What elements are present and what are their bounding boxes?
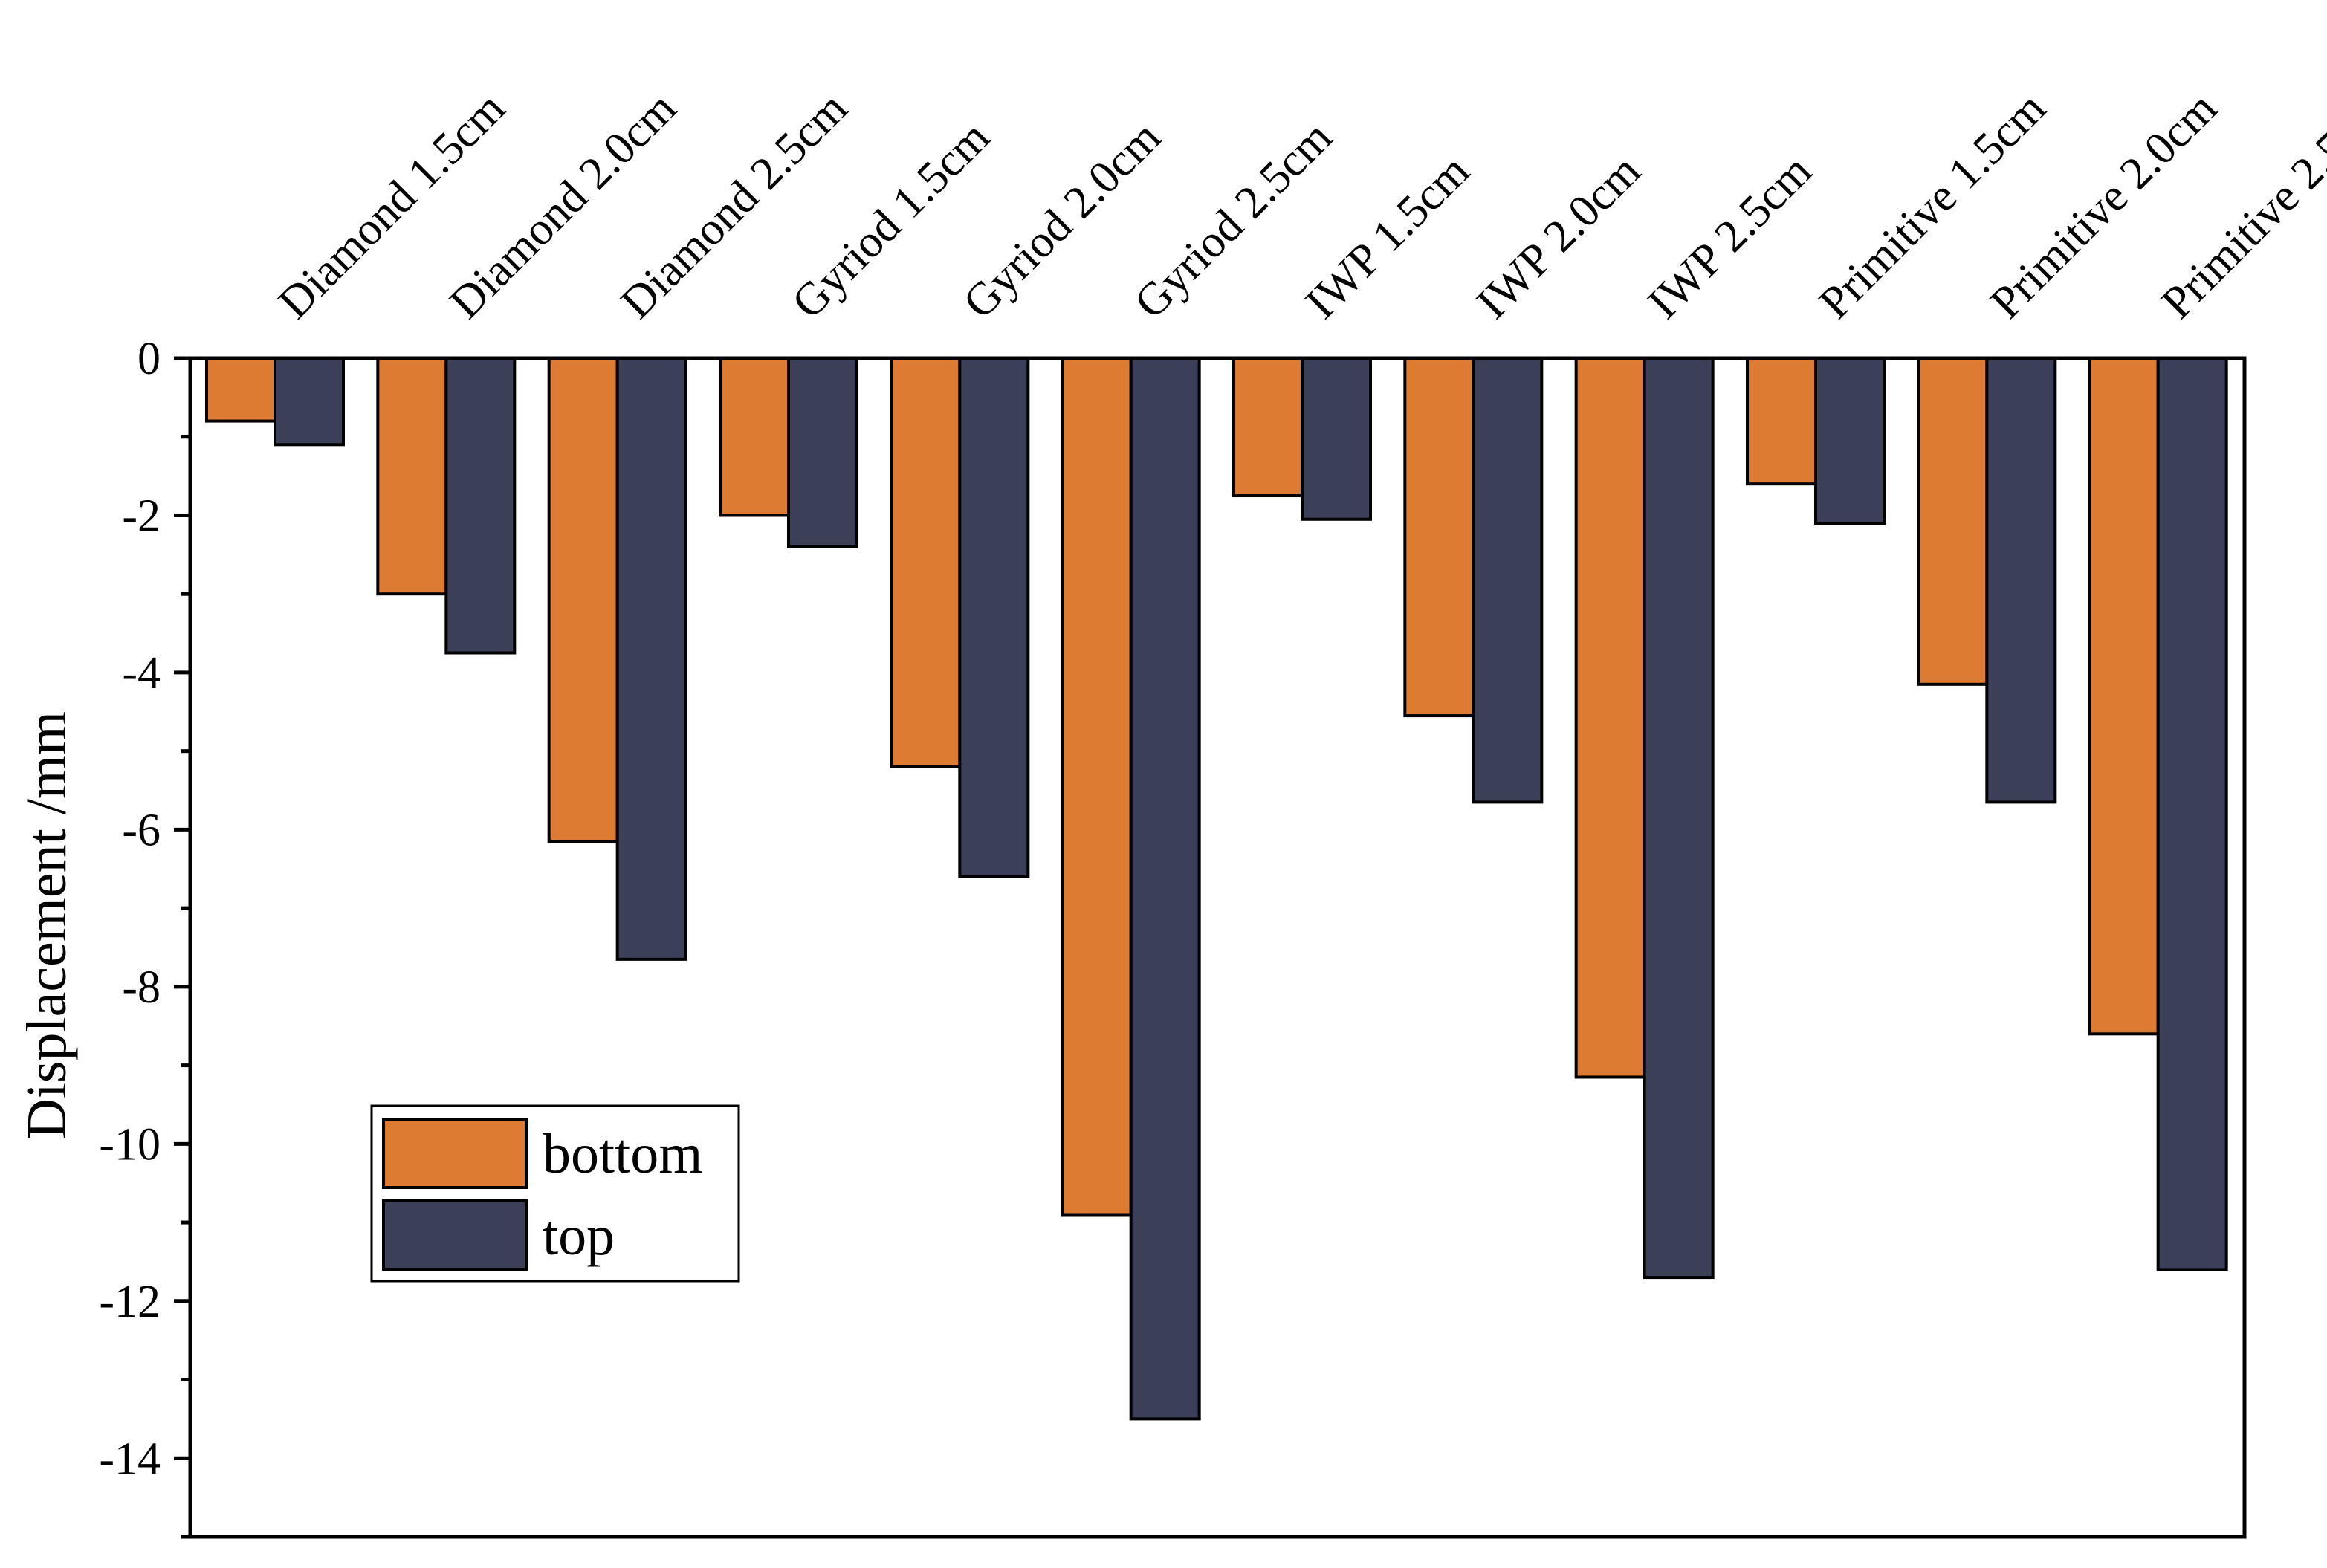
- y-tick-label: 0: [137, 334, 161, 384]
- legend-label-bottom: bottom: [543, 1123, 702, 1185]
- y-ticks-group: [174, 356, 190, 1539]
- bar-top-8: [1643, 357, 1715, 1280]
- bar-top-5: [1129, 357, 1201, 1421]
- bar-top-9: [1814, 357, 1886, 525]
- bar-bottom-2: [547, 357, 619, 843]
- bar-top-3: [787, 357, 858, 548]
- legend-items: bottom top: [382, 1118, 702, 1271]
- bar-top-7: [1472, 357, 1544, 804]
- bar-top-6: [1301, 357, 1372, 521]
- y-tick-labels-group: 0 -2 -4 -6 -8 -10 -12 -14: [99, 334, 161, 1484]
- bar-bottom-6: [1232, 357, 1304, 498]
- y-tick-label: -10: [99, 1119, 161, 1170]
- legend-swatch-top: [382, 1199, 528, 1271]
- bar-bottom-11: [2088, 357, 2160, 1036]
- plot-frame: [188, 356, 2247, 1539]
- bar-top-2: [615, 357, 687, 961]
- category-label: IWP 2.0cm: [1467, 146, 1650, 328]
- y-tick-label: -4: [122, 648, 161, 699]
- y-tick-label: -6: [122, 805, 161, 855]
- bar-bottom-8: [1574, 357, 1646, 1079]
- bar-bottom-1: [376, 357, 448, 596]
- y-axis-title: Displacement /mm: [16, 711, 78, 1139]
- legend-label-top: top: [543, 1205, 615, 1267]
- bar-top-4: [958, 357, 1030, 878]
- bar-bottom-4: [890, 357, 962, 768]
- y-tick-label: -12: [99, 1277, 161, 1327]
- bar-bottom-7: [1403, 357, 1475, 718]
- bar-bottom-0: [205, 357, 276, 423]
- legend: bottom top: [370, 1104, 740, 1283]
- bar-bottom-5: [1061, 357, 1133, 1217]
- y-tick-label: -2: [122, 490, 161, 541]
- legend-swatch-bottom: [382, 1118, 528, 1189]
- bar-bottom-3: [719, 357, 790, 517]
- bar-bottom-10: [1917, 357, 1989, 686]
- y-tick-label: -8: [122, 962, 161, 1013]
- bar-top-0: [274, 357, 345, 447]
- bar-bottom-9: [1746, 357, 1817, 486]
- bar-top-11: [2156, 357, 2228, 1271]
- y-tick-label: -14: [99, 1433, 161, 1484]
- bar-top-10: [1985, 357, 2057, 804]
- bar-top-1: [444, 357, 517, 655]
- category-label: IWP 2.5cm: [1638, 146, 1821, 328]
- bars-group: [205, 357, 2228, 1421]
- category-label: IWP 1.5cm: [1296, 146, 1479, 328]
